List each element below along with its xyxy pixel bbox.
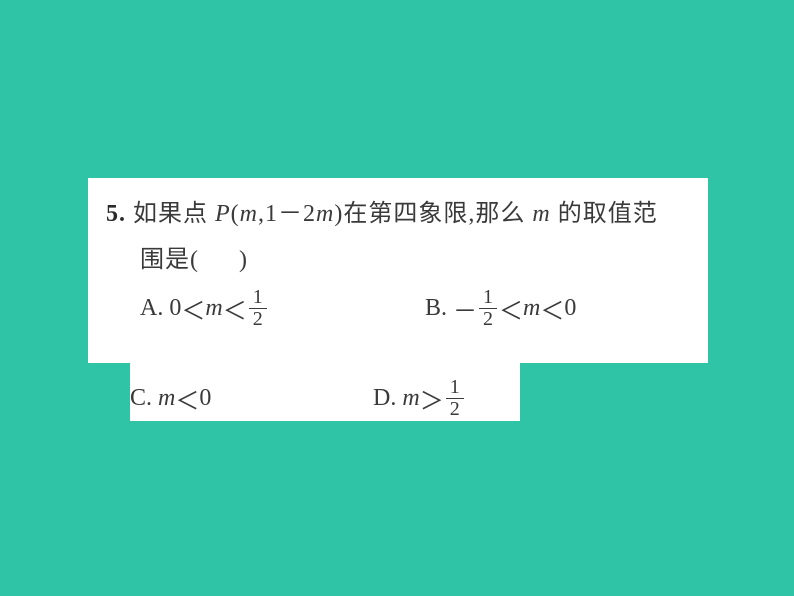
opt-a-frac-den: 2 (249, 309, 267, 330)
opt-b-m: m (523, 295, 540, 322)
opt-b-frac: 12 (479, 287, 497, 330)
opt-d-gt: ＞ (420, 381, 444, 416)
question-panel-bottom: C. m＜0 D. m＞12 (130, 363, 520, 421)
option-b-label: B. (425, 295, 447, 322)
question-stem-line1: 5. 如果点 P(m,1－2m)在第四象限,那么 m 的取值范 (106, 192, 690, 238)
option-c-label: C. (130, 385, 152, 412)
opt-a-frac: 12 (249, 287, 267, 330)
opt-b-lt1: ＜ (499, 291, 523, 326)
opt-d-m: m (402, 385, 419, 412)
opt-a-zero: 0 (169, 295, 181, 322)
opt-a-lt1: ＜ (181, 291, 205, 326)
opt-c-zero: 0 (199, 385, 211, 412)
var-m: m (532, 201, 550, 227)
comma: , (258, 201, 265, 227)
stem-text-1: 如果点 (133, 201, 215, 227)
arg-m1: m (240, 201, 258, 227)
option-a[interactable]: A. 0＜m＜12 (140, 287, 425, 330)
opt-d-frac: 12 (446, 377, 464, 420)
stem-text-2: 在第四象限,那么 (343, 201, 532, 227)
opt-b-neg: － (453, 291, 477, 326)
option-b[interactable]: B. －12＜m＜0 (425, 287, 576, 330)
opt-b-frac-num: 1 (479, 287, 497, 309)
opt-a-m: m (205, 295, 222, 322)
options-row-2: C. m＜0 D. m＞12 (130, 377, 520, 420)
opt-a-frac-num: 1 (249, 287, 267, 309)
opt-b-lt2: ＜ (540, 291, 564, 326)
paren-open: ( (231, 201, 240, 227)
option-c[interactable]: C. m＜0 (130, 381, 373, 416)
options-row-1: A. 0＜m＜12 B. －12＜m＜0 (106, 287, 690, 330)
one: 1 (265, 201, 278, 227)
option-d[interactable]: D. m＞12 (373, 377, 466, 420)
opt-a-lt2: ＜ (223, 291, 247, 326)
opt-d-frac-den: 2 (446, 399, 464, 420)
question-panel-top: 5. 如果点 P(m,1－2m)在第四象限,那么 m 的取值范 围是() A. … (88, 178, 708, 363)
paren-close: ) (334, 201, 343, 227)
option-a-label: A. (140, 295, 163, 322)
two: 2 (303, 201, 316, 227)
opt-b-frac-den: 2 (479, 309, 497, 330)
opt-b-zero: 0 (564, 295, 576, 322)
stem-line2b: ) (239, 247, 248, 273)
minus: － (278, 201, 303, 227)
option-d-label: D. (373, 385, 396, 412)
opt-d-frac-num: 1 (446, 377, 464, 399)
question-number: 5. (106, 201, 126, 227)
point-P: P (215, 201, 231, 227)
arg-m2: m (316, 201, 334, 227)
stem-line2a: 围是( (140, 247, 199, 273)
stem-text-3: 的取值范 (551, 201, 658, 227)
opt-c-m: m (158, 385, 175, 412)
question-stem-line2: 围是() (106, 238, 690, 284)
opt-c-lt: ＜ (175, 381, 199, 416)
